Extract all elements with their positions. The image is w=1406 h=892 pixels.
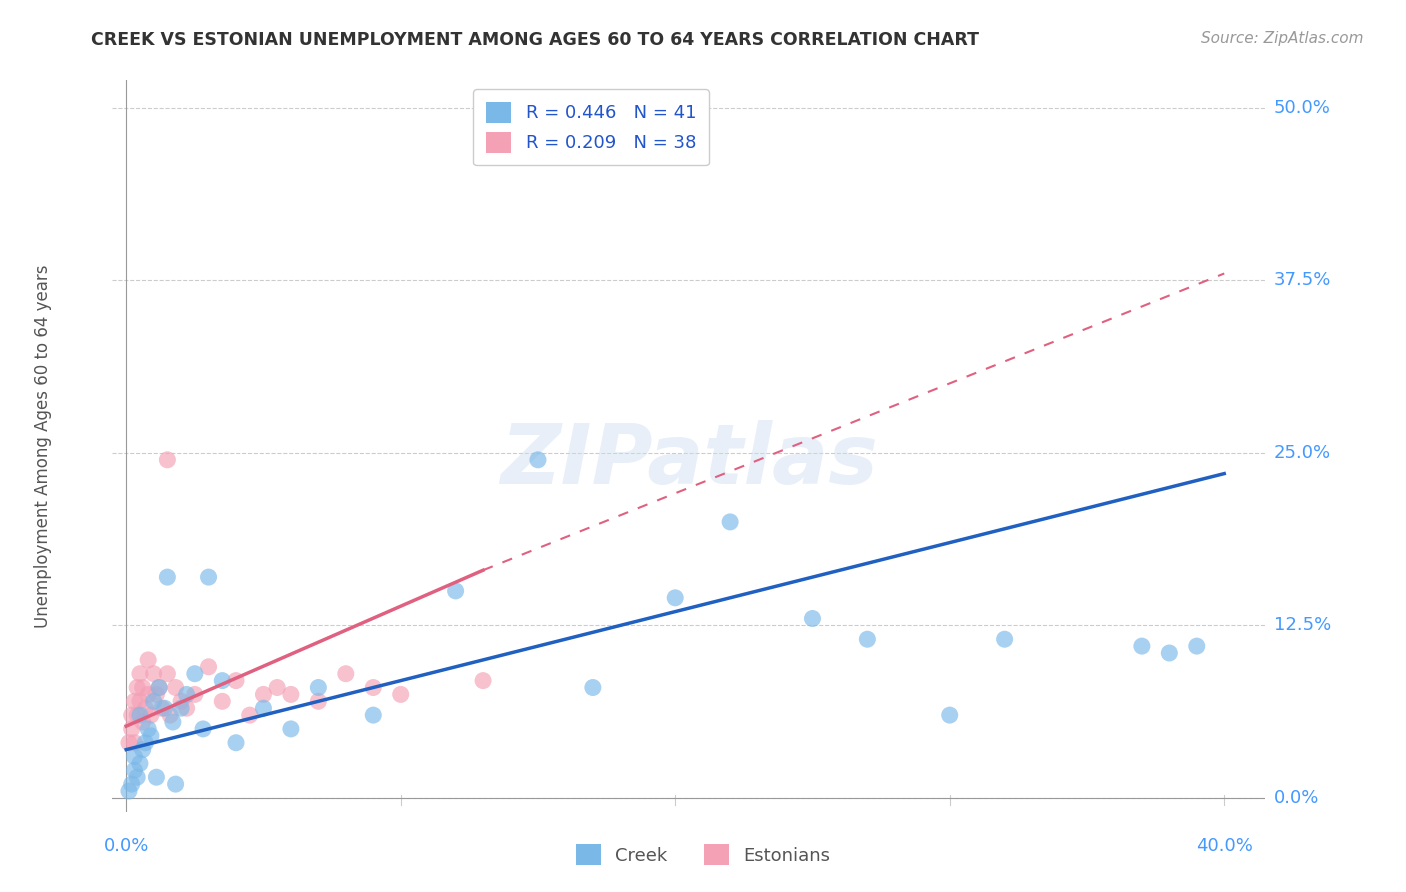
Point bbox=[664, 591, 686, 605]
Point bbox=[118, 784, 141, 798]
Point bbox=[124, 694, 146, 708]
Point bbox=[307, 694, 329, 708]
Legend: Creek, Estonians: Creek, Estonians bbox=[567, 835, 839, 874]
Point bbox=[361, 681, 384, 695]
Point bbox=[136, 653, 159, 667]
Point bbox=[582, 681, 605, 695]
Point bbox=[239, 708, 262, 723]
Point bbox=[134, 736, 156, 750]
Point bbox=[153, 701, 176, 715]
Point bbox=[156, 452, 179, 467]
Point bbox=[444, 583, 467, 598]
Point bbox=[307, 681, 329, 695]
Point bbox=[252, 701, 274, 715]
Point bbox=[150, 701, 173, 715]
Point bbox=[129, 694, 152, 708]
Point bbox=[142, 694, 165, 708]
Text: Unemployment Among Ages 60 to 64 years: Unemployment Among Ages 60 to 64 years bbox=[34, 264, 52, 628]
Text: 0.0%: 0.0% bbox=[1274, 789, 1319, 807]
Point bbox=[121, 722, 143, 736]
Point bbox=[127, 770, 149, 784]
Point bbox=[176, 701, 198, 715]
Point bbox=[1159, 646, 1181, 660]
Point bbox=[162, 714, 184, 729]
Point bbox=[361, 708, 384, 723]
Point bbox=[131, 681, 153, 695]
Text: 40.0%: 40.0% bbox=[1195, 837, 1253, 855]
Point bbox=[389, 687, 412, 701]
Text: CREEK VS ESTONIAN UNEMPLOYMENT AMONG AGES 60 TO 64 YEARS CORRELATION CHART: CREEK VS ESTONIAN UNEMPLOYMENT AMONG AGE… bbox=[91, 31, 980, 49]
Point bbox=[191, 722, 214, 736]
Point bbox=[266, 681, 288, 695]
Text: 12.5%: 12.5% bbox=[1274, 616, 1331, 634]
Point bbox=[165, 681, 187, 695]
Text: 0.0%: 0.0% bbox=[104, 837, 149, 855]
Point bbox=[280, 687, 302, 701]
Point bbox=[127, 708, 149, 723]
Point bbox=[994, 632, 1017, 647]
Point bbox=[142, 666, 165, 681]
Point bbox=[148, 681, 170, 695]
Point bbox=[801, 611, 824, 625]
Point bbox=[184, 687, 207, 701]
Point bbox=[165, 777, 187, 791]
Point bbox=[136, 687, 159, 701]
Point bbox=[139, 729, 162, 743]
Point bbox=[148, 681, 170, 695]
Point bbox=[127, 681, 149, 695]
Point bbox=[170, 694, 193, 708]
Point bbox=[156, 570, 179, 584]
Point bbox=[197, 660, 219, 674]
Point bbox=[1185, 639, 1208, 653]
Text: 50.0%: 50.0% bbox=[1274, 99, 1330, 117]
Text: ZIPatlas: ZIPatlas bbox=[501, 420, 877, 501]
Text: 25.0%: 25.0% bbox=[1274, 444, 1331, 462]
Point bbox=[225, 736, 247, 750]
Point bbox=[938, 708, 960, 723]
Point bbox=[118, 736, 141, 750]
Point bbox=[197, 570, 219, 584]
Legend: R = 0.446   N = 41, R = 0.209   N = 38: R = 0.446 N = 41, R = 0.209 N = 38 bbox=[474, 89, 709, 165]
Point bbox=[252, 687, 274, 701]
Point bbox=[139, 708, 162, 723]
Point bbox=[856, 632, 879, 647]
Point bbox=[225, 673, 247, 688]
Point bbox=[131, 742, 153, 756]
Point bbox=[718, 515, 741, 529]
Point bbox=[124, 749, 146, 764]
Point bbox=[280, 722, 302, 736]
Point bbox=[124, 764, 146, 778]
Point bbox=[131, 714, 153, 729]
Point bbox=[211, 673, 233, 688]
Point bbox=[121, 708, 143, 723]
Point bbox=[145, 687, 167, 701]
Point bbox=[170, 701, 193, 715]
Point bbox=[176, 687, 198, 701]
Point bbox=[184, 666, 207, 681]
Point bbox=[335, 666, 357, 681]
Point bbox=[211, 694, 233, 708]
Point bbox=[145, 770, 167, 784]
Point bbox=[159, 708, 181, 723]
Point bbox=[472, 673, 495, 688]
Point bbox=[129, 666, 152, 681]
Point bbox=[129, 756, 152, 771]
Text: Source: ZipAtlas.com: Source: ZipAtlas.com bbox=[1201, 31, 1364, 46]
Text: 37.5%: 37.5% bbox=[1274, 271, 1331, 289]
Point bbox=[156, 666, 179, 681]
Point bbox=[121, 777, 143, 791]
Point bbox=[134, 701, 156, 715]
Point bbox=[129, 708, 152, 723]
Point bbox=[1130, 639, 1153, 653]
Point bbox=[136, 722, 159, 736]
Point bbox=[527, 452, 550, 467]
Point bbox=[124, 736, 146, 750]
